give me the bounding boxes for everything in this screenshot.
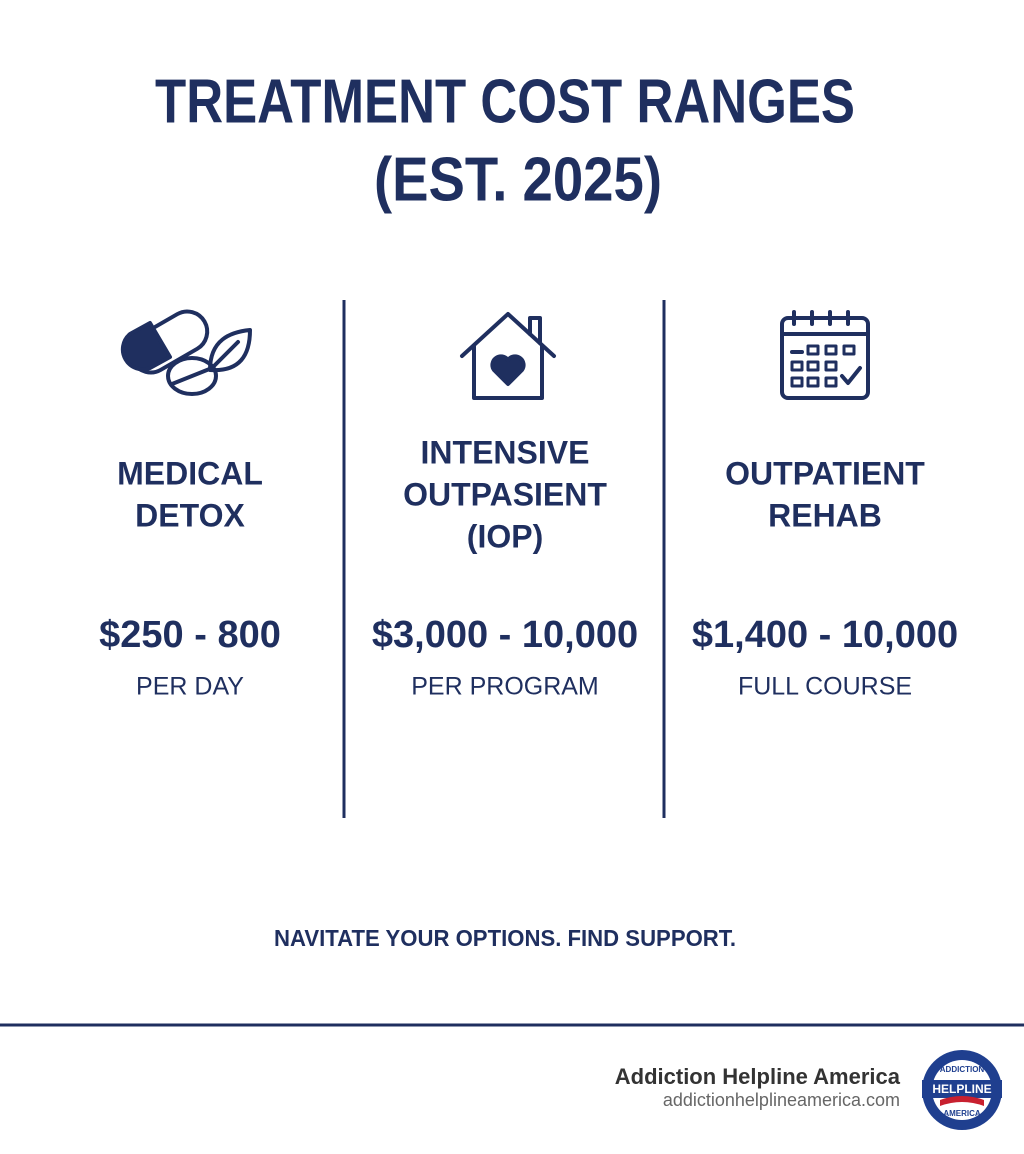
tagline: NAVITATE YOUR OPTIONS. FIND SUPPORT. xyxy=(274,925,736,951)
column-name: (IOP) xyxy=(467,518,543,554)
pill-icon xyxy=(120,309,252,396)
cost-range: $3,000 - 10,000 xyxy=(372,614,638,656)
badge-text: AMERICA xyxy=(943,1109,981,1118)
cost-unit: FULL COURSE xyxy=(738,673,912,701)
house-icon xyxy=(460,312,556,400)
brand-name: Addiction Helpline America xyxy=(615,1064,901,1089)
title: TREATMENT COST RANGES xyxy=(155,67,855,136)
cost-unit: PER PROGRAM xyxy=(411,673,599,701)
badge-text: HELPLINE xyxy=(932,1082,991,1096)
column-name: DETOX xyxy=(135,497,245,533)
column-name: OUTPATIENT xyxy=(725,455,925,491)
cost-range: $250 - 800 xyxy=(99,614,281,656)
badge: ADDICTION HELPLINE AMERICA xyxy=(922,1050,1002,1130)
column-name: REHAB xyxy=(768,497,882,533)
cost-unit: PER DAY xyxy=(136,673,244,701)
column-name: MEDICAL xyxy=(117,455,263,491)
column-name: INTENSIVE xyxy=(421,434,590,470)
badge-text: ADDICTION xyxy=(940,1065,985,1074)
column-name: OUTPASIENT xyxy=(403,476,607,512)
title: (EST. 2025) xyxy=(374,145,662,214)
calendar-icon xyxy=(780,310,870,400)
cost-range: $1,400 - 10,000 xyxy=(692,614,958,656)
brand-url: addictionhelplineamerica.com xyxy=(663,1090,900,1110)
